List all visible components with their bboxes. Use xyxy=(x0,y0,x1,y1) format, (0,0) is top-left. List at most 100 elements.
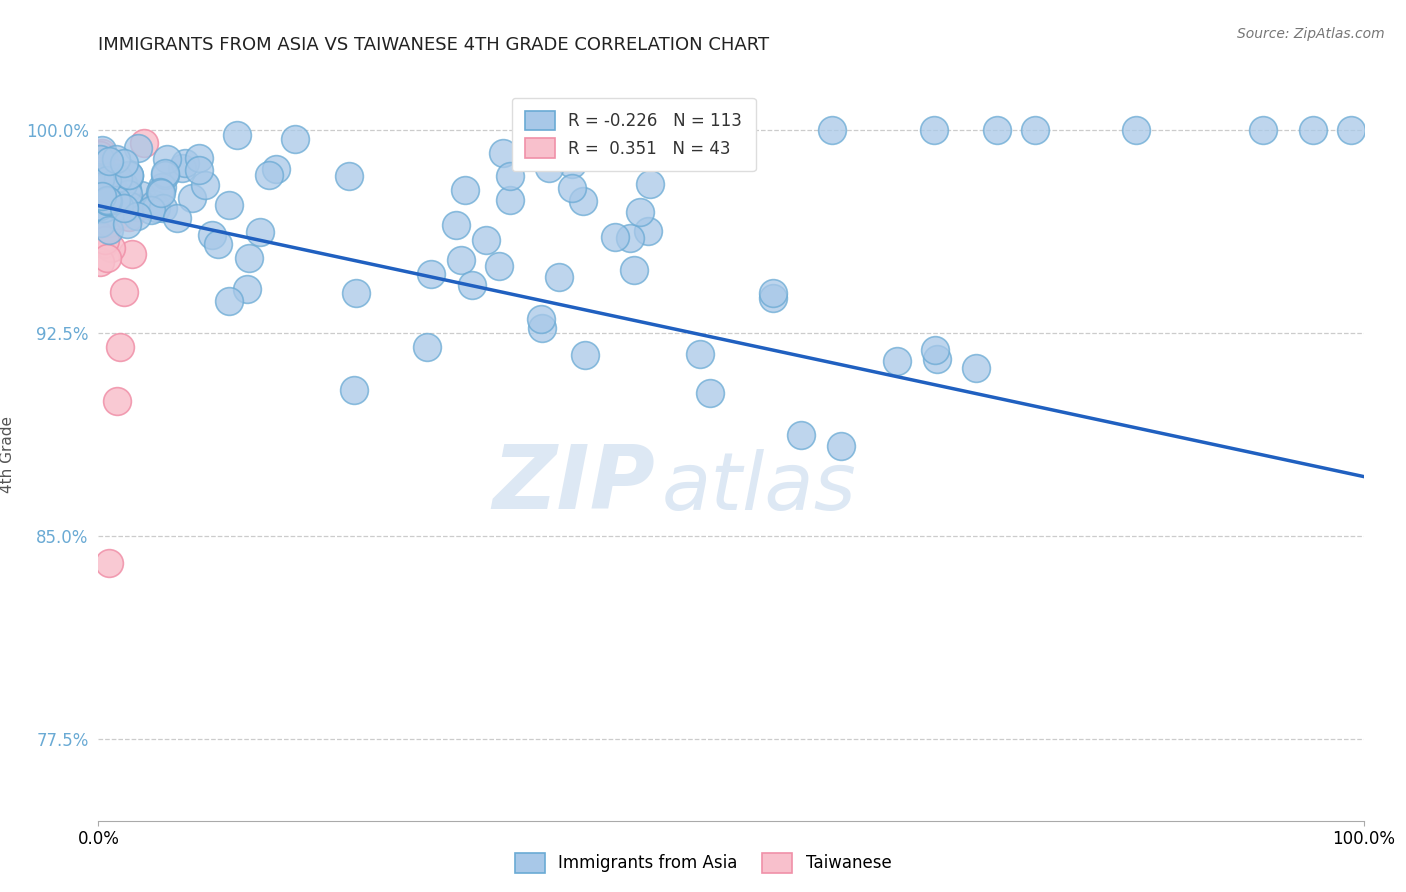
Point xyxy=(187,151,209,165)
Point xyxy=(1302,123,1324,137)
Point xyxy=(118,169,141,183)
Point xyxy=(117,186,139,201)
Point xyxy=(886,354,908,368)
Point xyxy=(89,152,111,166)
Point xyxy=(120,199,142,213)
Point xyxy=(111,178,134,193)
Point xyxy=(264,162,287,177)
Point xyxy=(149,185,172,199)
Point xyxy=(91,144,114,158)
Point xyxy=(90,184,112,198)
Point xyxy=(236,282,259,296)
Point xyxy=(628,204,651,219)
Point xyxy=(89,172,111,186)
Point xyxy=(115,218,138,232)
Point xyxy=(1340,123,1362,137)
Point xyxy=(187,162,209,177)
Point xyxy=(134,136,156,151)
Point xyxy=(89,201,111,215)
Point xyxy=(530,320,553,334)
Point xyxy=(150,186,173,200)
Point xyxy=(561,157,583,171)
Point xyxy=(166,211,188,226)
Point xyxy=(97,216,120,230)
Point xyxy=(153,166,176,180)
Point xyxy=(619,231,641,245)
Point xyxy=(96,251,118,265)
Point xyxy=(143,196,166,211)
Point xyxy=(97,204,120,219)
Point xyxy=(181,191,204,205)
Point xyxy=(107,199,129,213)
Point xyxy=(572,194,595,208)
Point xyxy=(98,190,121,204)
Point xyxy=(623,263,645,277)
Point xyxy=(257,168,280,182)
Point xyxy=(343,383,366,397)
Point xyxy=(96,194,118,208)
Point xyxy=(536,123,558,137)
Point xyxy=(93,231,115,245)
Point xyxy=(93,153,115,167)
Point xyxy=(90,216,112,230)
Point xyxy=(96,194,118,208)
Point xyxy=(492,145,515,160)
Point xyxy=(93,175,115,189)
Point xyxy=(93,210,115,224)
Point xyxy=(107,170,129,185)
Point xyxy=(638,177,661,191)
Point xyxy=(156,153,179,167)
Point xyxy=(416,340,439,354)
Point xyxy=(103,185,125,199)
Point xyxy=(108,340,131,354)
Point xyxy=(145,202,167,216)
Point xyxy=(499,169,522,183)
Point xyxy=(139,202,162,217)
Point xyxy=(986,123,1008,137)
Point xyxy=(118,196,141,211)
Point xyxy=(105,193,128,207)
Point xyxy=(89,255,111,269)
Point xyxy=(284,132,307,146)
Point xyxy=(96,173,118,187)
Point xyxy=(91,190,114,204)
Point xyxy=(454,183,477,197)
Point xyxy=(105,152,128,166)
Point xyxy=(574,348,596,362)
Point xyxy=(603,230,626,244)
Point xyxy=(89,174,111,188)
Point xyxy=(112,285,135,300)
Text: atlas: atlas xyxy=(661,449,856,527)
Point xyxy=(238,252,260,266)
Point xyxy=(150,179,173,194)
Point xyxy=(89,168,111,182)
Point xyxy=(97,154,120,169)
Point xyxy=(821,123,844,137)
Text: Source: ZipAtlas.com: Source: ZipAtlas.com xyxy=(1237,27,1385,41)
Point xyxy=(118,168,141,182)
Point xyxy=(155,168,177,182)
Point xyxy=(91,188,114,202)
Legend: Immigrants from Asia, Taiwanese: Immigrants from Asia, Taiwanese xyxy=(508,847,898,880)
Point xyxy=(90,178,112,193)
Point xyxy=(111,177,134,191)
Point xyxy=(172,161,194,175)
Y-axis label: 4th Grade: 4th Grade xyxy=(0,417,14,493)
Point xyxy=(107,393,129,408)
Point xyxy=(118,210,141,224)
Point xyxy=(790,427,813,442)
Point xyxy=(93,233,115,247)
Point xyxy=(89,181,111,195)
Point xyxy=(100,241,122,255)
Point xyxy=(100,175,122,189)
Point xyxy=(89,148,111,162)
Point xyxy=(194,178,217,192)
Point xyxy=(107,204,129,219)
Point xyxy=(637,224,659,238)
Point xyxy=(450,253,472,268)
Point xyxy=(499,193,522,207)
Point xyxy=(98,223,121,237)
Point xyxy=(89,202,111,216)
Point xyxy=(97,194,120,208)
Point xyxy=(201,227,224,242)
